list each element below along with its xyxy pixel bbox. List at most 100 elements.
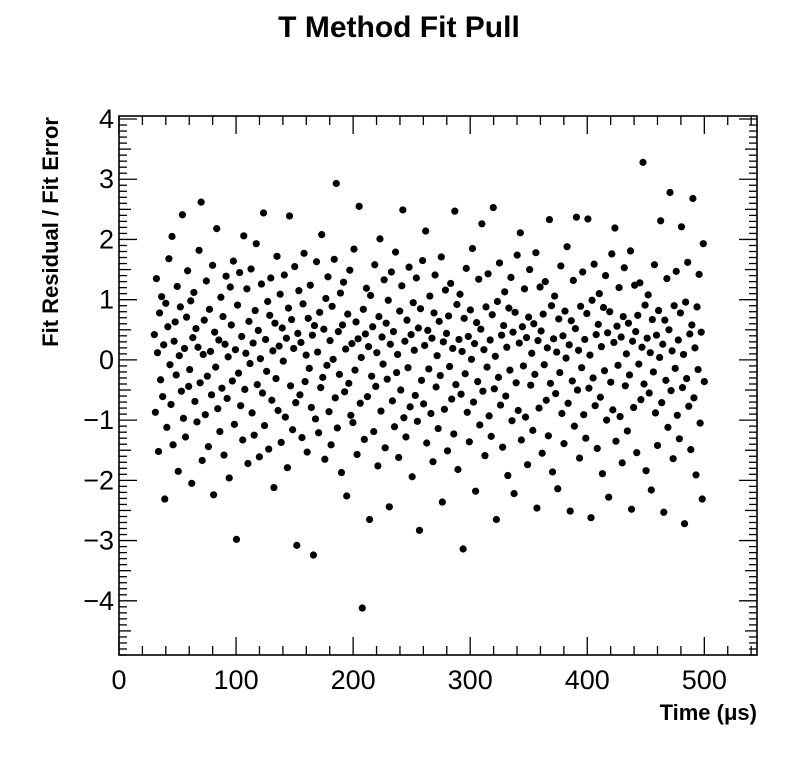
data-point — [613, 322, 621, 330]
data-point — [363, 393, 372, 401]
x-axis-label: Time (μs) — [660, 700, 757, 725]
data-point — [259, 209, 268, 217]
data-point — [371, 261, 379, 269]
data-point — [227, 321, 235, 329]
y-tick-label: −2 — [83, 465, 114, 495]
data-point — [694, 365, 702, 374]
data-point — [411, 391, 419, 400]
data-point — [365, 515, 374, 524]
x-tick-label: 500 — [682, 665, 727, 695]
data-point — [169, 441, 177, 449]
data-point — [178, 211, 187, 219]
data-point — [381, 444, 389, 452]
data-point — [152, 275, 161, 283]
data-point — [248, 409, 256, 417]
data-point — [493, 297, 502, 306]
data-point — [403, 316, 411, 324]
data-point — [242, 349, 250, 357]
data-point — [185, 382, 193, 390]
data-point — [328, 302, 336, 310]
data-point — [265, 445, 273, 453]
data-point — [224, 353, 232, 361]
data-point — [607, 378, 615, 386]
data-point — [191, 397, 199, 406]
data-point — [315, 429, 323, 437]
data-point — [301, 377, 309, 386]
data-point — [639, 158, 647, 166]
data-point — [691, 344, 699, 352]
data-point — [452, 381, 460, 389]
data-point — [682, 298, 690, 306]
data-point — [507, 273, 515, 281]
data-point — [609, 406, 617, 414]
data-point — [207, 391, 216, 399]
data-point — [281, 413, 289, 421]
data-point — [192, 324, 200, 333]
data-point — [539, 310, 547, 318]
data-point — [534, 337, 542, 345]
data-point — [546, 379, 555, 387]
data-point — [441, 286, 450, 294]
data-point — [423, 439, 431, 447]
data-point — [347, 411, 355, 419]
data-point — [253, 381, 261, 389]
data-point — [626, 247, 635, 255]
data-point — [518, 323, 526, 331]
data-point — [610, 338, 618, 347]
data-point — [483, 363, 491, 371]
y-axis-label: Fit Residual / Fit Error — [38, 117, 63, 347]
data-point — [528, 349, 536, 357]
data-point — [156, 376, 165, 384]
data-point — [292, 399, 300, 407]
data-point — [548, 468, 557, 476]
data-point — [678, 384, 687, 392]
data-point — [432, 383, 440, 391]
data-point — [536, 283, 544, 291]
data-point — [241, 385, 249, 394]
y-tick-label: 4 — [99, 104, 114, 134]
data-point — [414, 324, 423, 332]
data-point — [277, 438, 285, 447]
data-point — [231, 346, 240, 354]
data-point — [529, 426, 537, 434]
data-point — [379, 360, 387, 368]
data-point — [154, 447, 163, 456]
data-point — [643, 334, 651, 342]
data-point — [630, 403, 638, 412]
data-point — [252, 240, 260, 248]
data-point — [519, 362, 528, 370]
data-point — [376, 235, 384, 243]
data-point — [334, 328, 342, 336]
data-point — [659, 340, 667, 348]
data-point — [175, 352, 183, 360]
data-point — [299, 300, 307, 308]
data-point — [487, 432, 495, 440]
data-point — [168, 232, 176, 241]
data-point — [184, 267, 192, 275]
data-point — [170, 337, 178, 345]
data-point — [213, 225, 221, 233]
data-point — [219, 312, 227, 321]
data-point — [173, 282, 181, 291]
data-point — [677, 223, 686, 231]
data-point — [276, 290, 284, 298]
data-point — [165, 255, 173, 263]
data-point — [369, 323, 377, 331]
data-point — [627, 505, 636, 513]
data-point — [695, 270, 703, 278]
data-point — [660, 508, 668, 516]
data-point — [195, 246, 203, 254]
data-point — [535, 404, 543, 412]
data-point — [257, 280, 266, 288]
data-point — [325, 408, 333, 416]
data-point — [664, 423, 672, 431]
data-point — [584, 215, 592, 223]
data-point — [646, 349, 654, 357]
data-point — [496, 401, 505, 409]
data-point — [680, 520, 689, 528]
data-point — [544, 432, 552, 440]
data-point — [516, 229, 524, 237]
data-point — [569, 276, 577, 285]
data-point — [364, 343, 373, 351]
data-point — [167, 400, 175, 409]
